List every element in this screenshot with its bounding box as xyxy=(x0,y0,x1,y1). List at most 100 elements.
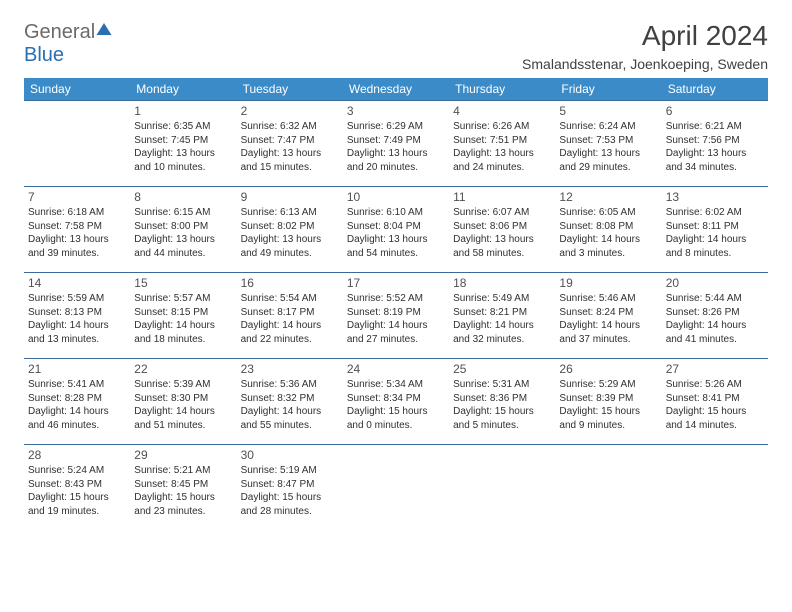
day-info: Sunrise: 6:32 AMSunset: 7:47 PMDaylight:… xyxy=(241,120,339,174)
day-cell: 9 Sunrise: 6:13 AMSunset: 8:02 PMDaylight… xyxy=(237,187,343,273)
day-number: 12 xyxy=(559,190,657,204)
day-cell: 11 Sunrise: 6:07 AMSunset: 8:06 PMDayligh… xyxy=(449,187,555,273)
empty-cell xyxy=(555,445,661,531)
day-number: 7 xyxy=(28,190,126,204)
calendar-head: SundayMondayTuesdayWednesdayThursdayFrid… xyxy=(24,78,768,101)
day-number: 20 xyxy=(666,276,764,290)
day-cell: 21 Sunrise: 5:41 AMSunset: 8:28 PMDayligh… xyxy=(24,359,130,445)
day-number: 11 xyxy=(453,190,551,204)
day-info: Sunrise: 6:02 AMSunset: 8:11 PMDaylight:… xyxy=(666,206,764,260)
day-cell: 16 Sunrise: 5:54 AMSunset: 8:17 PMDayligh… xyxy=(237,273,343,359)
day-info: Sunrise: 5:54 AMSunset: 8:17 PMDaylight:… xyxy=(241,292,339,346)
day-cell: 22 Sunrise: 5:39 AMSunset: 8:30 PMDayligh… xyxy=(130,359,236,445)
day-info: Sunrise: 5:41 AMSunset: 8:28 PMDaylight:… xyxy=(28,378,126,432)
day-info: Sunrise: 6:35 AMSunset: 7:45 PMDaylight:… xyxy=(134,120,232,174)
day-number: 4 xyxy=(453,104,551,118)
week-row: 21 Sunrise: 5:41 AMSunset: 8:28 PMDayligh… xyxy=(24,359,768,445)
day-cell: 7 Sunrise: 6:18 AMSunset: 7:58 PMDaylight… xyxy=(24,187,130,273)
day-number: 10 xyxy=(347,190,445,204)
day-number: 28 xyxy=(28,448,126,462)
empty-cell xyxy=(662,445,768,531)
brand-text: GeneralBlue xyxy=(24,20,113,67)
day-info: Sunrise: 6:24 AMSunset: 7:53 PMDaylight:… xyxy=(559,120,657,174)
day-cell: 6Sunrise: 6:21 AMSunset: 7:56 PMDaylight… xyxy=(662,101,768,187)
day-cell: 17 Sunrise: 5:52 AMSunset: 8:19 PMDayligh… xyxy=(343,273,449,359)
day-info: Sunrise: 5:34 AMSunset: 8:34 PMDaylight:… xyxy=(347,378,445,432)
day-cell: 23Sunrise: 5:36 AMSunset: 8:32 PMDayligh… xyxy=(237,359,343,445)
day-number: 23 xyxy=(241,362,339,376)
day-cell: 27 Sunrise: 5:26 AMSunset: 8:41 PMDayligh… xyxy=(662,359,768,445)
day-info: Sunrise: 6:05 AMSunset: 8:08 PMDaylight:… xyxy=(559,206,657,260)
day-cell: 28 Sunrise: 5:24 AMSunset: 8:43 PMDayligh… xyxy=(24,445,130,531)
day-number: 13 xyxy=(666,190,764,204)
day-cell: 25Sunrise: 5:31 AMSunset: 8:36 PMDayligh… xyxy=(449,359,555,445)
day-cell: 29 Sunrise: 5:21 AMSunset: 8:45 PMDayligh… xyxy=(130,445,236,531)
weekday-header: Tuesday xyxy=(237,78,343,101)
calendar-page: GeneralBlue April 2024 Smalandsstenar, J… xyxy=(0,0,792,551)
day-cell: 19 Sunrise: 5:46 AMSunset: 8:24 PMDayligh… xyxy=(555,273,661,359)
day-number: 29 xyxy=(134,448,232,462)
day-info: Sunrise: 5:39 AMSunset: 8:30 PMDaylight:… xyxy=(134,378,232,432)
day-info: Sunrise: 6:13 AMSunset: 8:02 PMDaylight:… xyxy=(241,206,339,260)
brand-logo: GeneralBlue xyxy=(24,20,113,67)
day-info: Sunrise: 6:29 AMSunset: 7:49 PMDaylight:… xyxy=(347,120,445,174)
day-info: Sunrise: 5:21 AMSunset: 8:45 PMDaylight:… xyxy=(134,464,232,518)
day-number: 19 xyxy=(559,276,657,290)
brand-part2: Blue xyxy=(24,44,64,66)
day-cell: 26 Sunrise: 5:29 AMSunset: 8:39 PMDayligh… xyxy=(555,359,661,445)
weekday-header: Wednesday xyxy=(343,78,449,101)
day-info: Sunrise: 5:44 AMSunset: 8:26 PMDaylight:… xyxy=(666,292,764,346)
weekday-header: Saturday xyxy=(662,78,768,101)
day-number: 17 xyxy=(347,276,445,290)
day-info: Sunrise: 5:24 AMSunset: 8:43 PMDaylight:… xyxy=(28,464,126,518)
weekday-header: Thursday xyxy=(449,78,555,101)
day-cell: 8Sunrise: 6:15 AMSunset: 8:00 PMDaylight… xyxy=(130,187,236,273)
day-info: Sunrise: 6:18 AMSunset: 7:58 PMDaylight:… xyxy=(28,206,126,260)
day-cell: 15Sunrise: 5:57 AMSunset: 8:15 PMDayligh… xyxy=(130,273,236,359)
day-number: 15 xyxy=(134,276,232,290)
day-cell: 4Sunrise: 6:26 AMSunset: 7:51 PMDaylight… xyxy=(449,101,555,187)
day-cell: 12 Sunrise: 6:05 AMSunset: 8:08 PMDayligh… xyxy=(555,187,661,273)
day-cell: 18 Sunrise: 5:49 AMSunset: 8:21 PMDayligh… xyxy=(449,273,555,359)
day-cell: 14 Sunrise: 5:59 AMSunset: 8:13 PMDayligh… xyxy=(24,273,130,359)
day-number: 8 xyxy=(134,190,232,204)
day-number: 27 xyxy=(666,362,764,376)
day-cell: 2 Sunrise: 6:32 AMSunset: 7:47 PMDaylight… xyxy=(237,101,343,187)
day-number: 18 xyxy=(453,276,551,290)
day-number: 22 xyxy=(134,362,232,376)
calendar-body: 1 Sunrise: 6:35 AMSunset: 7:45 PMDaylight… xyxy=(24,101,768,531)
day-number: 26 xyxy=(559,362,657,376)
empty-cell xyxy=(24,101,130,187)
day-number: 16 xyxy=(241,276,339,290)
day-number: 6 xyxy=(666,104,764,118)
day-info: Sunrise: 5:52 AMSunset: 8:19 PMDaylight:… xyxy=(347,292,445,346)
day-number: 9 xyxy=(241,190,339,204)
day-info: Sunrise: 6:10 AMSunset: 8:04 PMDaylight:… xyxy=(347,206,445,260)
day-number: 25 xyxy=(453,362,551,376)
weekday-header: Sunday xyxy=(24,78,130,101)
day-info: Sunrise: 5:26 AMSunset: 8:41 PMDaylight:… xyxy=(666,378,764,432)
day-info: Sunrise: 5:46 AMSunset: 8:24 PMDaylight:… xyxy=(559,292,657,346)
empty-cell xyxy=(343,445,449,531)
day-cell: 13 Sunrise: 6:02 AMSunset: 8:11 PMDayligh… xyxy=(662,187,768,273)
day-info: Sunrise: 5:29 AMSunset: 8:39 PMDaylight:… xyxy=(559,378,657,432)
day-number: 21 xyxy=(28,362,126,376)
logo-icon xyxy=(95,21,113,43)
day-cell: 20 Sunrise: 5:44 AMSunset: 8:26 PMDayligh… xyxy=(662,273,768,359)
day-number: 30 xyxy=(241,448,339,462)
day-cell: 30Sunrise: 5:19 AMSunset: 8:47 PMDayligh… xyxy=(237,445,343,531)
day-info: Sunrise: 5:49 AMSunset: 8:21 PMDaylight:… xyxy=(453,292,551,346)
day-info: Sunrise: 5:59 AMSunset: 8:13 PMDaylight:… xyxy=(28,292,126,346)
header: GeneralBlue April 2024 Smalandsstenar, J… xyxy=(24,20,768,72)
location-text: Smalandsstenar, Joenkoeping, Sweden xyxy=(522,56,768,72)
week-row: 28 Sunrise: 5:24 AMSunset: 8:43 PMDayligh… xyxy=(24,445,768,531)
weekday-header: Monday xyxy=(130,78,236,101)
week-row: 1 Sunrise: 6:35 AMSunset: 7:45 PMDaylight… xyxy=(24,101,768,187)
day-number: 2 xyxy=(241,104,339,118)
day-cell: 1 Sunrise: 6:35 AMSunset: 7:45 PMDaylight… xyxy=(130,101,236,187)
day-number: 1 xyxy=(134,104,232,118)
day-number: 3 xyxy=(347,104,445,118)
day-number: 5 xyxy=(559,104,657,118)
day-number: 14 xyxy=(28,276,126,290)
day-info: Sunrise: 6:07 AMSunset: 8:06 PMDaylight:… xyxy=(453,206,551,260)
